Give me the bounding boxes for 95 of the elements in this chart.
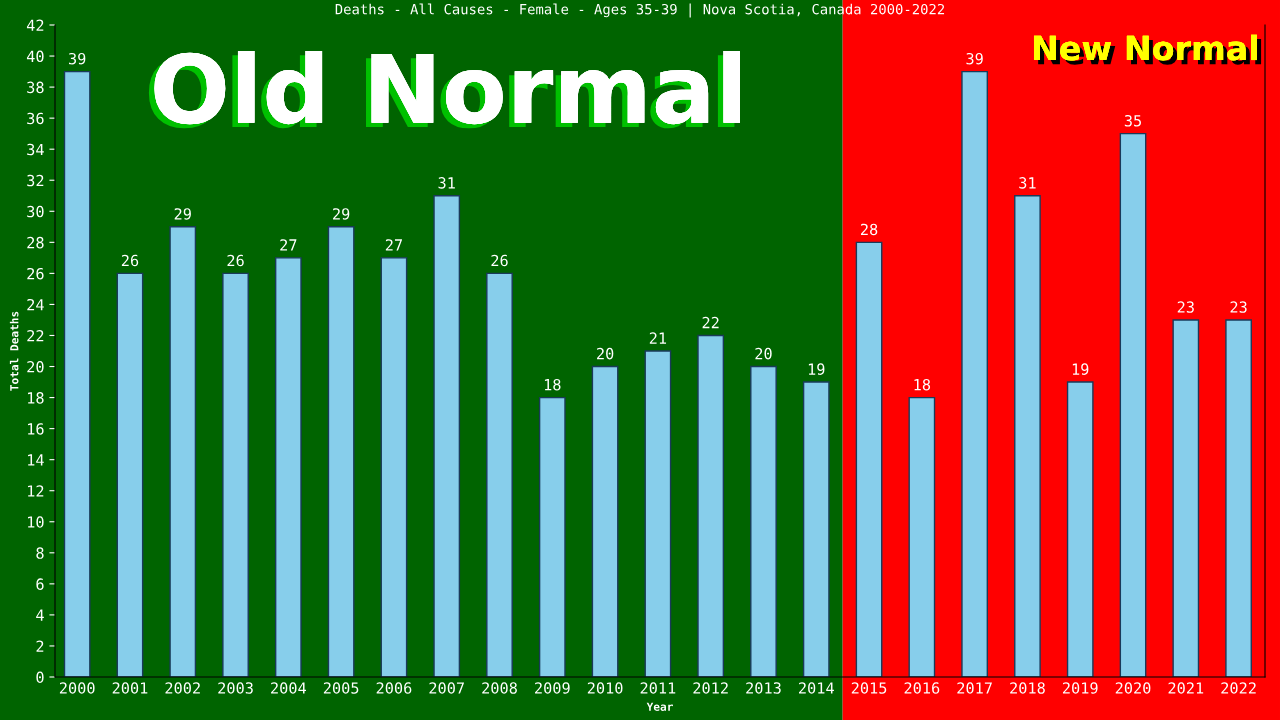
y-tick-label: 34 [27,143,44,156]
x-tick-label: 2017 [957,682,992,694]
x-tick-label: 2003 [218,682,253,694]
y-tick-label: 8 [36,547,44,559]
bar [63,70,91,677]
bar [802,381,830,677]
bar [855,241,883,677]
x-tick-label: 2014 [799,682,834,694]
bar [327,226,355,677]
y-tick-label: 28 [27,236,44,249]
data-label: 31 [1019,177,1036,189]
y-tick-label: 42 [26,19,44,31]
data-label: 18 [914,378,931,391]
y-tick-label: 0 [36,671,44,684]
x-axis-title: Year [646,702,673,711]
data-label: 39 [69,52,86,65]
data-label: 26 [227,254,244,267]
x-tick-label: 2018 [1010,682,1045,694]
x-tick-label: 2012 [693,682,728,694]
y-tick-label: 2 [36,640,44,652]
data-label: 26 [491,254,508,267]
x-tick-label: 2008 [482,682,517,694]
data-label: 39 [966,52,983,65]
bar [1172,319,1200,677]
y-tick-label: 10 [28,516,44,528]
bar [274,257,302,677]
bar [486,272,513,677]
data-label: 18 [544,378,561,391]
bar [222,272,249,677]
bar [644,350,672,677]
y-tick-label: 18 [28,392,44,404]
x-tick-label: 2011 [640,682,676,694]
x-tick-label: 2021 [1168,682,1204,694]
y-tick-label: 4 [36,609,44,621]
band-label: New Normal [1033,34,1262,65]
data-label: 28 [860,223,878,236]
x-tick-label: 2001 [112,682,148,694]
x-tick-label: 2000 [59,682,95,694]
y-tick-label: 22 [27,329,44,342]
x-tick-label: 2007 [429,682,464,694]
bar [1066,381,1094,677]
bar [750,365,777,677]
x-tick-label: 2002 [165,682,200,694]
x-tick-label: 2009 [535,682,570,694]
bar [169,226,197,677]
bar [1119,132,1147,677]
data-label: 21 [649,332,667,344]
data-label: 23 [1177,301,1194,313]
bar [1225,319,1252,677]
y-tick-label: 24 [27,298,44,311]
data-label: 31 [438,177,455,189]
bar [591,365,619,677]
data-label: 19 [808,363,825,375]
x-tick-label: 2010 [587,682,623,694]
data-label: 26 [121,254,139,267]
bar [697,334,725,677]
x-tick-label: 2020 [1115,682,1151,694]
data-label: 22 [702,316,719,329]
x-tick-label: 2019 [1062,682,1098,694]
y-tick-label: 20 [27,361,44,373]
data-label: 20 [755,347,772,360]
data-label: 35 [1124,114,1141,127]
x-tick-label: 2006 [376,682,412,694]
bar [380,257,408,677]
x-tick-label: 2004 [271,682,307,694]
bar [116,272,144,677]
bar [433,195,461,677]
y-tick-label: 12 [28,485,44,497]
band-label: Old Normal [148,51,740,129]
y-tick-label: 38 [27,81,44,94]
data-label: 29 [333,208,350,220]
y-tick-label: 36 [27,112,44,125]
data-label: 27 [280,239,297,251]
x-tick-label: 2013 [746,682,781,694]
data-label: 20 [597,347,614,360]
y-axis-title: Total Deaths [9,311,19,391]
y-tick-label: 14 [28,454,44,466]
x-tick-label: 2015 [851,682,887,694]
y-tick-label: 26 [27,267,44,280]
data-label: 19 [1072,363,1089,375]
y-tick-label: 16 [28,423,44,435]
x-tick-label: 2022 [1221,682,1256,694]
data-label: 27 [385,239,402,251]
data-label: 29 [174,208,191,220]
bar [961,70,989,677]
y-tick-label: 6 [36,578,44,590]
bar [1014,195,1041,677]
bar [538,396,566,677]
x-tick-label: 2005 [323,682,359,694]
bar [908,396,936,677]
y-tick-label: 32 [27,174,44,187]
x-tick-label: 2016 [904,682,940,694]
data-label: 23 [1230,301,1247,313]
y-tick-label: 30 [27,205,44,218]
y-tick-label: 40 [26,50,44,63]
